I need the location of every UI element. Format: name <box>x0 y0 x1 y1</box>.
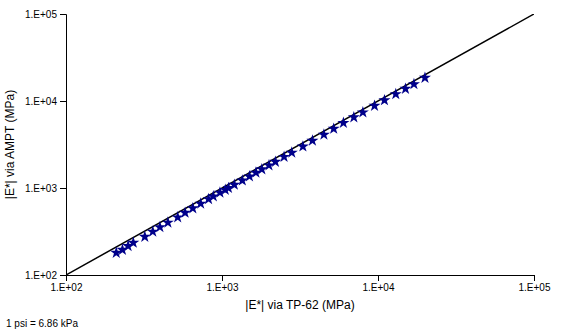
x-tick: 1.E+05 <box>519 275 551 293</box>
point <box>328 122 340 133</box>
point <box>408 78 420 89</box>
point <box>399 82 411 93</box>
y-axis: 1.E+02 1.E+03 1.E+04 1.E+05 <box>25 9 66 281</box>
x-axis-line <box>67 276 535 282</box>
x-tick-label: 1.E+04 <box>363 282 395 293</box>
y-axis-line <box>60 15 67 276</box>
x-tick-mark <box>222 275 223 281</box>
point <box>139 230 151 241</box>
y-tick-mark <box>60 275 66 276</box>
x-tick-mark <box>378 275 379 281</box>
x-tick-mark <box>534 275 535 281</box>
y-tick-mark <box>60 188 66 189</box>
y-tick-label: 1.E+03 <box>25 183 57 194</box>
x-tick-label: 1.E+05 <box>519 282 551 293</box>
point <box>419 71 431 82</box>
y-tick: 1.E+03 <box>25 183 66 194</box>
plot-area: 1.E+021.E+031.E+041.E+051.E+021.E+031.E+… <box>25 9 551 293</box>
y-tick-label: 1.E+04 <box>25 96 57 107</box>
y-tick: 1.E+05 <box>25 9 66 20</box>
y-tick-mark <box>60 101 66 102</box>
x-axis: 1.E+02 1.E+03 1.E+04 1.E+05 <box>51 275 551 293</box>
y-tick-label: 1.E+02 <box>25 270 57 281</box>
point <box>297 140 309 151</box>
point <box>269 155 281 166</box>
point <box>154 221 166 232</box>
point <box>348 111 360 122</box>
marks <box>66 14 534 275</box>
point <box>390 88 402 99</box>
point <box>306 134 318 145</box>
point <box>378 94 390 105</box>
y-tick: 1.E+04 <box>25 96 66 107</box>
y-tick-label: 1.E+05 <box>25 9 57 20</box>
point <box>357 106 369 117</box>
x-axis-title: |E*| via TP-62 (MPa) <box>245 298 354 312</box>
y-tick-mark <box>60 14 66 15</box>
x-tick-label: 1.E+02 <box>51 282 83 293</box>
point <box>337 117 349 128</box>
point <box>162 216 174 227</box>
point <box>187 202 199 213</box>
footnote: 1 psi = 6.86 kPa <box>6 318 78 329</box>
point <box>318 128 330 139</box>
point <box>369 99 381 110</box>
line-of-equality <box>66 14 534 275</box>
x-tick: 1.E+03 <box>207 275 239 293</box>
x-tick: 1.E+04 <box>363 275 395 293</box>
chart: 1.E+021.E+031.E+041.E+051.E+021.E+031.E+… <box>0 0 562 333</box>
y-axis-title: |E*| via AMPT (MPa) <box>3 90 17 199</box>
point <box>286 146 298 157</box>
x-tick-label: 1.E+03 <box>207 282 239 293</box>
point <box>127 236 139 247</box>
point <box>195 197 207 208</box>
y-tick: 1.E+02 <box>25 270 66 281</box>
